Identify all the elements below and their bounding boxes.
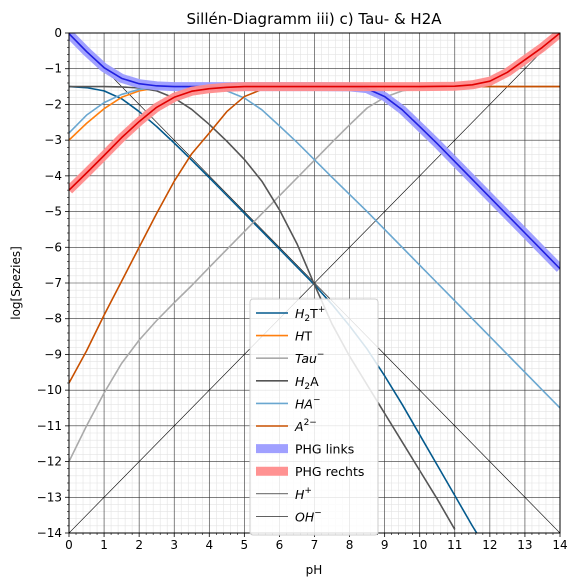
x-tick-label: 6 <box>276 538 284 552</box>
y-tick-label: −5 <box>44 205 62 219</box>
x-tick-label: 13 <box>517 538 532 552</box>
curves <box>69 33 560 533</box>
y-tick-label: −1 <box>44 62 62 76</box>
x-tick-label: 1 <box>100 538 108 552</box>
legend-label: H2T+ <box>295 305 325 324</box>
y-tick-label: −11 <box>37 419 62 433</box>
legend-label: H2A <box>295 374 319 392</box>
y-axis: 0 −1 −2 −3 −4 −5 −6 −7 −8 −9 −10 −11 −12 −13 −14 <box>37 26 69 540</box>
legend-label: A2− <box>294 418 317 434</box>
x-tick-label: 10 <box>412 538 427 552</box>
chart-title: Sillén-Diagramm iii) c) Tau- & H2A <box>186 10 442 28</box>
x-tick-label: 9 <box>381 538 389 552</box>
x-tick-label: 8 <box>346 538 354 552</box>
series-line-phg-rechts-inner <box>69 33 560 191</box>
x-axis-label: pH <box>306 563 323 577</box>
series-line-h2a <box>69 85 456 530</box>
x-tick-label: 2 <box>135 538 143 552</box>
x-axis: 0 1 2 3 4 5 6 7 8 9 10 11 12 13 14 <box>65 533 568 552</box>
x-tick-label: 5 <box>241 538 249 552</box>
y-tick-label: −6 <box>44 240 62 254</box>
x-tick-label: 11 <box>447 538 462 552</box>
x-tick-label: 14 <box>552 538 567 552</box>
x-tick-label: 12 <box>482 538 497 552</box>
y-tick-label: −4 <box>44 169 62 183</box>
y-tick-label: −9 <box>44 347 62 361</box>
legend-label: H+ <box>295 486 312 502</box>
y-tick-label: −7 <box>44 276 62 290</box>
y-tick-label: −14 <box>37 526 62 540</box>
legend-box <box>249 298 379 536</box>
x-tick-label: 7 <box>311 538 319 552</box>
y-tick-label: −2 <box>44 97 62 111</box>
legend-label: PHG rechts <box>295 464 364 479</box>
legend: H2T+ HT Tau− H2A HA− A2− PHG links PHG rechts H+… <box>249 298 379 536</box>
y-tick-label: −10 <box>37 383 62 397</box>
y-axis-label: log[Spezies] <box>9 246 23 320</box>
legend-label: PHG links <box>295 442 354 457</box>
y-tick-label: −12 <box>37 455 62 469</box>
series-line-h2t- <box>69 85 478 533</box>
legend-label: OH− <box>295 508 322 524</box>
legend-label: Tau− <box>295 350 324 366</box>
legend-label: HT <box>295 329 312 344</box>
y-tick-label: −8 <box>44 312 62 326</box>
legend-label: HA− <box>295 395 321 411</box>
y-tick-label: −3 <box>44 133 62 147</box>
x-tick-label: 4 <box>205 538 213 552</box>
y-tick-label: −13 <box>37 490 62 504</box>
y-tick-label: 0 <box>54 26 62 40</box>
x-tick-label: 0 <box>65 538 73 552</box>
x-tick-label: 3 <box>170 538 178 552</box>
